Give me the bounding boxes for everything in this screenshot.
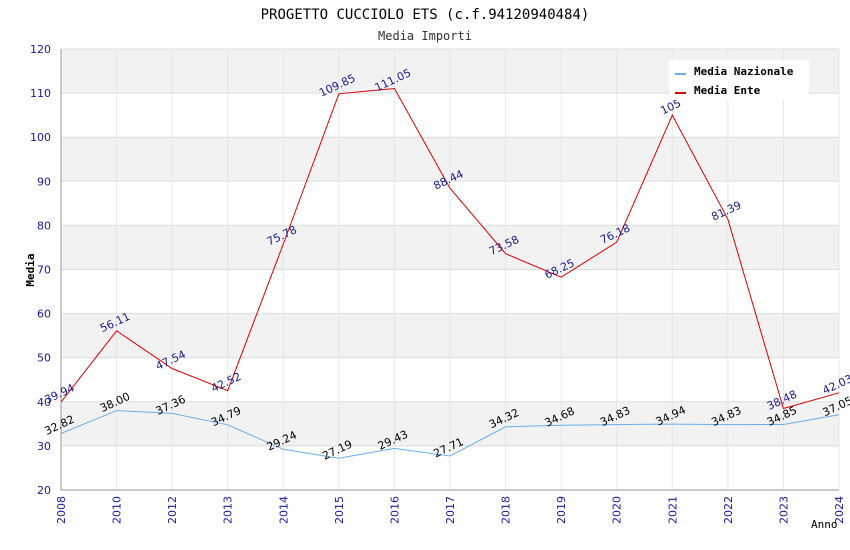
y-tick-label: 30 bbox=[37, 440, 51, 453]
y-tick-label: 20 bbox=[37, 484, 51, 497]
legend-box bbox=[669, 60, 809, 100]
y-tick-label: 100 bbox=[30, 131, 51, 144]
chart-title: PROGETTO CUCCIOLO ETS (c.f.94120940484) bbox=[261, 7, 590, 23]
x-tick-label: 2024 bbox=[833, 496, 846, 524]
series-line bbox=[60, 87, 840, 410]
x-tick-label: 2008 bbox=[55, 496, 68, 524]
y-tick-label: 80 bbox=[37, 219, 51, 232]
x-tick-label: 2020 bbox=[611, 496, 624, 524]
y-tick-label: 90 bbox=[37, 175, 51, 188]
y-tick-label: 120 bbox=[30, 43, 51, 56]
y-tick-label: 50 bbox=[37, 352, 51, 365]
x-tick-label: 2017 bbox=[444, 496, 457, 524]
legend-label: Media Ente bbox=[694, 84, 761, 97]
y-axis-label: Media bbox=[24, 253, 37, 286]
y-tick-label: 60 bbox=[37, 308, 51, 321]
y-tick-label: 40 bbox=[37, 396, 51, 409]
legend-label: Media Nazionale bbox=[694, 65, 794, 78]
x-tick-label: 2021 bbox=[666, 496, 679, 524]
x-tick-label: 2018 bbox=[500, 496, 513, 524]
x-tick-label: 2019 bbox=[555, 496, 568, 524]
x-tick-label: 2023 bbox=[777, 496, 790, 524]
x-tick-label: 2022 bbox=[722, 496, 735, 524]
data-label: 81.39 bbox=[709, 199, 743, 224]
x-tick-label: 2010 bbox=[111, 496, 124, 524]
x-tick-label: 2014 bbox=[277, 496, 290, 524]
series-line bbox=[60, 410, 840, 459]
x-tick-label: 2012 bbox=[166, 496, 179, 524]
x-tick-label: 2015 bbox=[333, 496, 346, 524]
legend: Media Nazionale Media Ente bbox=[669, 60, 809, 100]
x-tick-label: 2013 bbox=[222, 496, 235, 524]
x-axis-label: Anno bbox=[811, 518, 838, 531]
y-tick-label: 110 bbox=[30, 87, 51, 100]
x-tick-label: 2016 bbox=[388, 496, 401, 524]
data-label: 42.52 bbox=[209, 370, 243, 395]
chart-subtitle: Media Importi bbox=[378, 29, 472, 43]
y-tick-label: 70 bbox=[37, 264, 51, 277]
